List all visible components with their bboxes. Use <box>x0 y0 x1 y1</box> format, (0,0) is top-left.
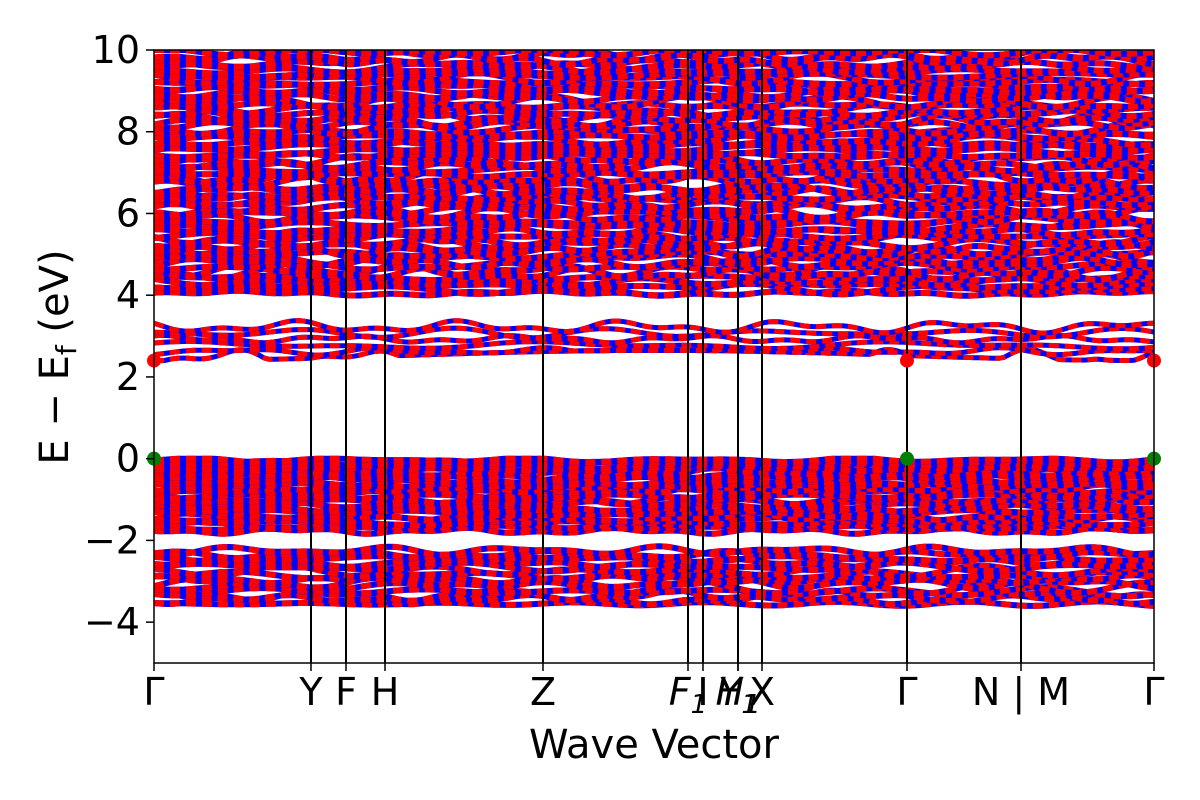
x-tick-label-0: Γ <box>143 670 164 714</box>
y-tick-label-3: 2 <box>116 355 140 399</box>
x-tick-label-4: Z <box>530 670 556 714</box>
y-axis-ticks: −4 −2 0 2 4 6 8 10 <box>84 28 154 644</box>
band-line-52-overlay <box>154 261 1154 280</box>
band-line-109-overlay <box>154 50 1154 59</box>
band-line-93-overlay <box>154 107 1154 120</box>
band-line-5-overlay <box>154 575 1154 592</box>
x-tick-label-1: Y <box>298 670 323 714</box>
y-tick-label-1: −2 <box>84 518 140 562</box>
kpoint-lines <box>310 50 1022 663</box>
x-tick-label-9: X <box>749 670 775 714</box>
band-line-81-overlay <box>154 150 1154 169</box>
x-tick-label-3: H <box>371 670 400 714</box>
band-line-39-overlay <box>154 455 1154 466</box>
band-line-4-overlay <box>154 578 1154 597</box>
band-line-74-overlay <box>154 177 1154 195</box>
band-line-105-overlay <box>154 59 1154 76</box>
y-tick-label-2: 0 <box>116 437 140 481</box>
x-tick-label-8: H1 <box>715 670 760 720</box>
x-tick-label-7: Y1 <box>718 670 758 720</box>
x-tick-label-10: Γ <box>896 670 917 714</box>
y-tick-label-0: −4 <box>84 600 140 644</box>
y-tick-label-7: 10 <box>92 28 140 72</box>
band-line-42-overlay <box>154 339 1154 352</box>
vbm-marker-1 <box>900 451 914 466</box>
band-edge-markers <box>147 353 1161 466</box>
band-line-67-overlay <box>154 204 1154 221</box>
band-line-80-overlay <box>154 155 1154 172</box>
band-line-48-overlay <box>154 279 1154 292</box>
y-tick-label-4: 4 <box>116 273 140 317</box>
x-tick-label-6: I <box>697 670 708 714</box>
x-tick-label-12: Γ <box>1143 670 1164 714</box>
plot-frame <box>153 49 1155 664</box>
band-line-61-overlay <box>154 229 1154 242</box>
band-line-44-overlay <box>154 325 1154 341</box>
band-line-51-overlay <box>154 265 1154 283</box>
y-axis-title: E − Ef (eV) <box>32 249 83 464</box>
y-axis-title-sub: f <box>50 344 83 355</box>
x-tick-label-11: N | M <box>972 670 1070 715</box>
band-line-96-overlay <box>154 93 1154 111</box>
x-tick-label-5: F1 <box>669 670 707 720</box>
band-line-1-overlay <box>154 591 1154 608</box>
band-line-13-overlay <box>154 543 1154 558</box>
band-line-97-overlay <box>154 91 1154 105</box>
cbm-marker-1 <box>900 353 914 368</box>
band-line-57-overlay <box>154 242 1154 260</box>
y-axis-title-unit: (eV) <box>32 249 78 345</box>
band-line-45-overlay <box>154 318 1154 336</box>
svg-text:E − Ef (eV): E − Ef (eV) <box>32 249 83 464</box>
band-lines <box>154 50 1154 609</box>
band-line-8-overlay <box>154 562 1154 580</box>
band-line-43-overlay <box>154 332 1154 346</box>
band-line-41-overlay <box>154 345 1154 358</box>
y-tick-label-6: 8 <box>116 110 140 154</box>
band-line-99-overlay <box>154 84 1154 97</box>
band-line-90-overlay <box>154 118 1154 132</box>
x-tick-label-2: F <box>335 670 357 714</box>
band-line-103-overlay <box>154 69 1154 81</box>
band-line-82-overlay <box>154 149 1154 161</box>
x-axis-title: Wave Vector <box>529 722 780 768</box>
band-line-101-overlay <box>154 76 1154 88</box>
y-tick-label-5: 6 <box>116 191 140 235</box>
y-axis-title-main: E − E <box>32 355 78 465</box>
